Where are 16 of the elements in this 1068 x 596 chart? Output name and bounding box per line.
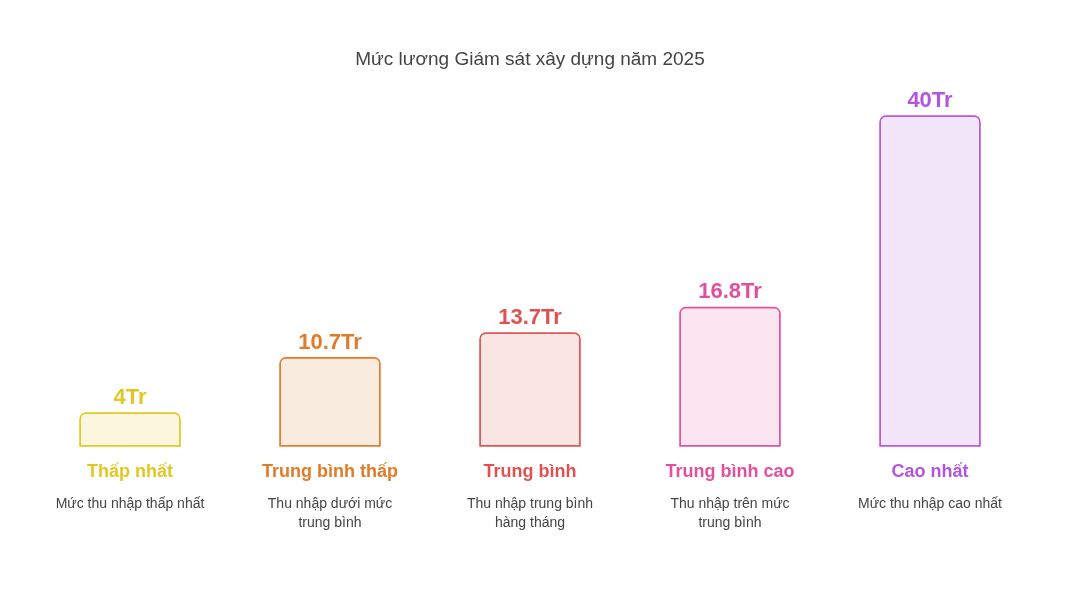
- x-tick-label: Trung bình cao: [665, 461, 795, 481]
- text: Thu nhập trên mức trung bình: [670, 495, 790, 530]
- data-label: 13.7Tr: [498, 303, 563, 329]
- data-label: 16.8Tr: [698, 278, 763, 304]
- chart-title: Mức lương Giám sát xây dựng năm 2025: [355, 48, 705, 69]
- data-label: 10.7Tr: [298, 328, 363, 354]
- data-label: 40Tr: [907, 87, 954, 112]
- x-tick-label: Thấp nhất: [87, 461, 173, 481]
- data-label: 4Tr: [113, 384, 147, 409]
- x-tick-label: Trung bình: [483, 461, 577, 481]
- text: Mức thu nhập cao nhất: [857, 495, 1003, 511]
- text: Thu nhập trung bình hàng tháng: [466, 495, 594, 530]
- text: Mức thu nhập thấp nhất: [55, 495, 205, 511]
- x-tick-label: Trung bình thấp: [262, 461, 398, 481]
- text: Thu nhập dưới mức trung bình: [267, 495, 393, 530]
- x-tick-label: Cao nhất: [891, 461, 969, 481]
